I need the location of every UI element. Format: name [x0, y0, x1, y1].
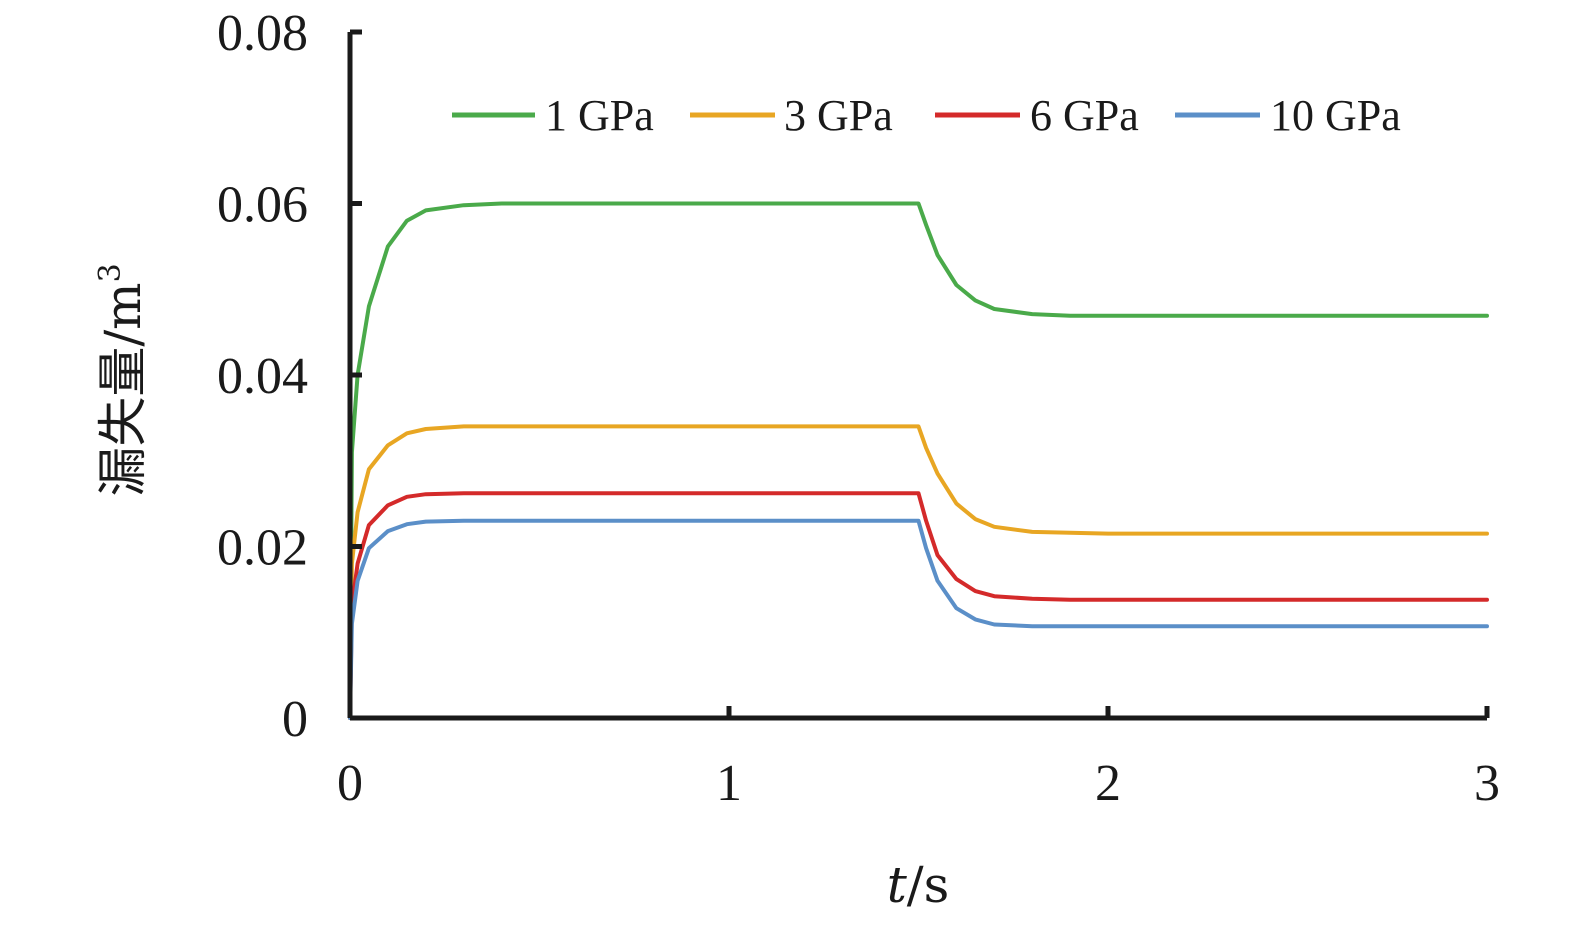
plot-area: 0 0.02 0.04 0.06 0.08 0 1 2 3: [217, 5, 1500, 812]
x-tick-label: 0: [337, 755, 363, 812]
x-axis-title-unit: /s: [907, 856, 950, 914]
legend-label: 10 GPa: [1270, 91, 1401, 140]
y-axis-title-main: 漏失量/m: [94, 282, 152, 496]
x-ticks: 0 1 2 3: [337, 706, 1500, 812]
legend: 1 GPa 3 GPa 6 GPa 10 GPa: [452, 91, 1401, 140]
series-line-2: [348, 491, 1489, 720]
x-axis-title: t/s: [887, 856, 950, 914]
x-tick-label: 2: [1095, 755, 1121, 812]
legend-label: 3 GPa: [784, 91, 893, 140]
legend-label: 6 GPa: [1030, 91, 1139, 140]
y-tick-label: 0: [282, 691, 308, 748]
y-tick-label: 0.04: [217, 348, 308, 405]
y-ticks: 0 0.02 0.04 0.06 0.08: [217, 5, 362, 748]
x-axis-title-symbol: t: [887, 856, 908, 914]
series-line-3: [348, 518, 1489, 720]
x-tick-label: 1: [716, 755, 742, 812]
y-tick-label: 0.02: [217, 520, 308, 577]
y-axis-title: 漏失量/m3: [93, 263, 152, 496]
legend-label: 1 GPa: [545, 91, 654, 140]
x-tick-label: 3: [1474, 755, 1500, 812]
series-line-0: [348, 201, 1489, 720]
series-line-1: [348, 424, 1489, 720]
series-group: [348, 201, 1489, 720]
y-tick-label: 0.08: [217, 5, 308, 62]
y-tick-label: 0.06: [217, 177, 308, 234]
y-axis-title-superscript: 3: [93, 263, 128, 282]
